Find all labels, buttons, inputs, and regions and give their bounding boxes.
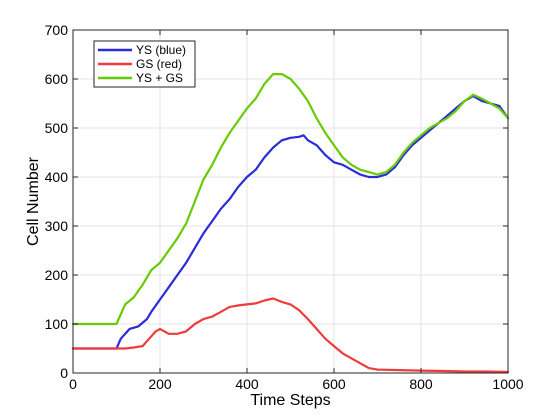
x-tick-label: 1000	[492, 376, 523, 392]
axis-ticks: 0 200 400 600 800 1000 0 100 200 300 400 500 600 700	[45, 22, 524, 392]
series-line-1	[71, 94, 510, 350]
y-tick-label: 700	[45, 22, 69, 38]
y-tick-label: 600	[45, 71, 69, 87]
legend: YS (blue)GS (red)YS + GS	[93, 40, 196, 88]
x-tick-label: 0	[69, 376, 77, 392]
x-tick-label: 600	[322, 376, 346, 392]
series-line-2	[71, 297, 510, 374]
y-axis-label: Cell Number	[25, 156, 42, 246]
plot-frame	[72, 29, 509, 374]
x-tick-label: 200	[148, 376, 172, 392]
x-tick-label: 800	[409, 376, 433, 392]
y-tick-label: 500	[45, 120, 69, 136]
legend-label: GS (red)	[136, 57, 182, 71]
legend-label: YS (blue)	[136, 43, 186, 57]
y-tick-label: 200	[45, 267, 69, 283]
x-axis-label: Time Steps	[250, 392, 330, 409]
x-tick-label: 400	[235, 376, 259, 392]
y-tick-label: 0	[60, 365, 68, 381]
y-tick-label: 400	[45, 169, 69, 185]
legend-label: YS + GS	[136, 71, 183, 85]
series-line-3	[71, 72, 510, 326]
y-tick-label: 300	[45, 218, 69, 234]
y-tick-label: 100	[45, 316, 69, 332]
series-group	[71, 72, 510, 374]
